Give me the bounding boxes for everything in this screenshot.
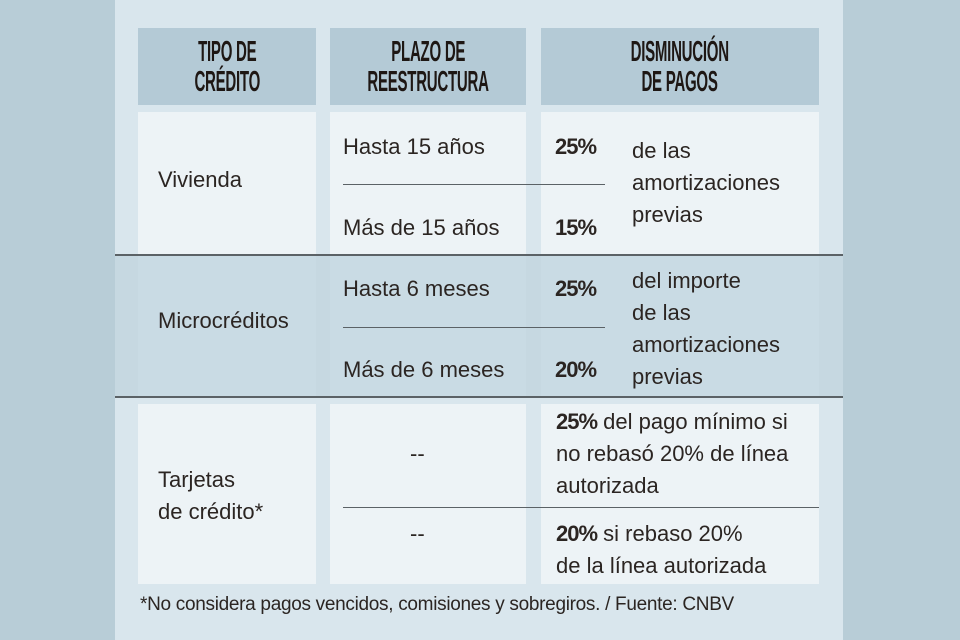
porcentaje: 15% [555, 215, 597, 240]
plazo: Hasta 6 meses [343, 276, 490, 301]
descripcion: no rebasó 20% de línea [556, 441, 789, 466]
plazo: -- [410, 441, 425, 466]
row-divider [115, 396, 843, 398]
porcentaje: 25% [555, 276, 597, 301]
plazo: Más de 6 meses [343, 357, 505, 382]
cell-bg [330, 256, 526, 397]
cell-bg [541, 256, 819, 397]
descripcion: previas [632, 202, 703, 227]
descripcion: de la línea autorizada [556, 553, 767, 578]
descripcion: amortizaciones [632, 332, 780, 357]
header-tipo-credito: TIPO DE CRÉDITO [138, 28, 316, 105]
header-plazo-reestructura: PLAZO DE REESTRUCTURA [330, 28, 526, 105]
descripcion: de las [632, 138, 691, 163]
sub-divider [343, 184, 605, 185]
tipo-tarjetas: de crédito* [158, 499, 264, 524]
plazo: -- [410, 521, 425, 546]
cell-bg [138, 256, 316, 397]
descripcion: amortizaciones [632, 170, 780, 195]
cell-bg [541, 112, 819, 254]
descripcion: autorizada [556, 473, 659, 498]
tipo-microcreditos: Microcréditos [158, 308, 289, 333]
descripcion: del importe [632, 268, 741, 293]
footnote: *No considera pagos vencidos, comisiones… [140, 594, 734, 615]
cell-bg [541, 404, 819, 584]
cell-bg [330, 404, 526, 584]
plazo: Hasta 15 años [343, 134, 485, 159]
cell-bg [330, 112, 526, 254]
tipo-tarjetas: Tarjetas [158, 467, 236, 492]
cell-bg [138, 404, 316, 584]
porcentaje: 20% [555, 357, 597, 382]
plazo: Más de 15 años [343, 215, 500, 240]
descripcion: previas [632, 364, 703, 389]
tipo-vivienda: Vivienda [158, 167, 242, 192]
sub-divider [343, 327, 605, 328]
descripcion: de las [632, 300, 691, 325]
descripcion: 25% del pago mínimo si [556, 409, 788, 434]
descripcion: 20% si rebaso 20% [556, 521, 743, 546]
porcentaje: 25% [555, 134, 597, 159]
cell-bg [138, 112, 316, 254]
row-divider [115, 254, 843, 256]
header-disminucion-pagos: DISMINUCIÓN DE PAGOS [541, 28, 819, 105]
sub-divider [343, 507, 819, 508]
